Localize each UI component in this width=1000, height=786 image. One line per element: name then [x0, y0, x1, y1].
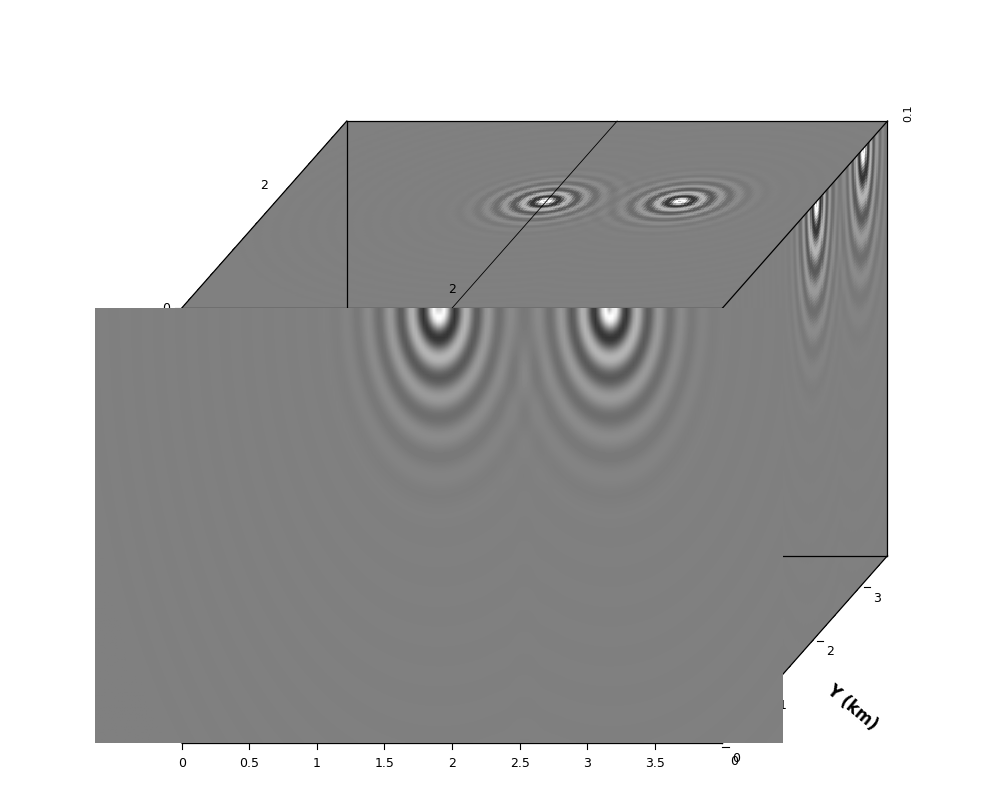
Text: 0.5: 0.5: [239, 757, 259, 770]
Text: 0.1: 0.1: [903, 105, 913, 122]
Text: 2.5: 2.5: [510, 757, 530, 770]
Text: 1: 1: [779, 699, 787, 712]
Text: 0: 0: [178, 757, 186, 770]
Text: 2: 2: [448, 283, 456, 296]
Text: 0: 0: [162, 302, 170, 314]
Text: 3: 3: [873, 592, 881, 605]
Text: 3: 3: [583, 757, 591, 770]
Text: 0.5: 0.5: [150, 457, 170, 470]
Text: 0: 0: [730, 755, 738, 768]
Text: 1: 1: [162, 612, 170, 625]
Text: Depth (km): Depth (km): [122, 472, 140, 578]
Text: 2: 2: [826, 645, 834, 659]
Text: 0: 0: [732, 752, 740, 766]
Text: 3.5: 3.5: [645, 757, 665, 770]
Text: Y (km): Y (km): [823, 681, 881, 734]
Text: 2: 2: [260, 178, 268, 192]
Text: 1.5: 1.5: [375, 757, 394, 770]
Text: 1: 1: [313, 757, 321, 770]
Text: 2: 2: [448, 757, 456, 770]
